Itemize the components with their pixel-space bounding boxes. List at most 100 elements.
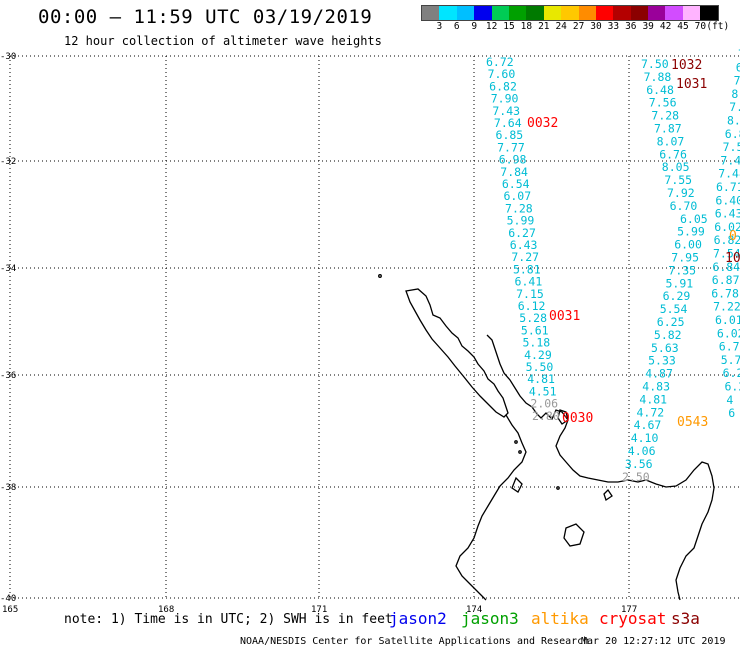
wave-height-value: 3.56	[625, 457, 653, 471]
color-scale-label: 3	[436, 21, 443, 32]
new-zealand-coastline	[378, 274, 715, 601]
wave-height-value: 7.43	[720, 153, 740, 167]
great-barrier-island	[557, 409, 569, 425]
wave-height-value: 6.82	[714, 233, 740, 247]
color-swatch	[648, 6, 666, 20]
wave-height-value: 5.99	[677, 225, 705, 239]
wave-height-value: 6.98	[499, 153, 527, 167]
wave-height-value: 6.76	[659, 147, 687, 161]
wave-height-value: 6.02	[714, 220, 740, 234]
color-scale-label: 27	[572, 21, 585, 32]
wave-height-value: 2.50	[622, 470, 650, 484]
longitude-label: 177	[621, 605, 637, 615]
longitude-label: 165	[2, 605, 18, 615]
wave-height-value: 5.81	[513, 262, 541, 276]
wave-height-value: 7.43	[492, 104, 520, 118]
pass-time-label: 1032	[671, 58, 702, 73]
wave-height-value: 4.87	[645, 367, 673, 381]
wave-height-value: 7.50	[641, 57, 669, 71]
west-coast	[455, 414, 527, 601]
wave-height-value: 5.18	[522, 336, 550, 350]
wave-height-value: 4	[726, 393, 733, 407]
color-scale-label: 39	[642, 21, 654, 32]
color-scale-label: 36	[625, 21, 637, 32]
color-scale-label: 45	[677, 21, 689, 32]
color-scale-label: (ft)	[706, 21, 730, 32]
color-scale-label: 12	[485, 21, 498, 32]
longitude-label: 174	[466, 605, 482, 615]
northland-coast	[405, 288, 509, 418]
wave-height-value: 7.54	[713, 247, 740, 261]
color-scale-label: 15	[503, 21, 515, 32]
wave-height-value: 7.56	[649, 96, 677, 110]
latitude-label: -30	[0, 52, 16, 62]
legend-item-jason2: jason2	[389, 609, 447, 628]
wave-height-value: 7.77	[497, 140, 525, 154]
wave-height-value: 7	[734, 74, 740, 88]
color-scale-label: 30	[590, 21, 602, 32]
wave-height-value: 6.12	[518, 299, 546, 313]
color-scale-label: 21	[538, 21, 550, 32]
wave-height-value: 6.	[736, 60, 740, 74]
wave-height-value: 6.29	[663, 289, 691, 303]
pass-time-label: 0	[729, 229, 737, 244]
wave-height-value: 6.85	[496, 128, 524, 142]
wave-height-value: 5.54	[660, 302, 688, 316]
color-scale-label: 18	[520, 21, 533, 32]
legend-item-cryosat: cryosat	[599, 609, 667, 628]
wave-height-value: 8.05	[662, 160, 690, 174]
wave-height-value: 6.00	[674, 238, 702, 252]
latitude-label: -36	[0, 371, 16, 381]
latitude-label: -32	[0, 157, 16, 167]
wave-height-value: 7.15	[516, 287, 544, 301]
color-swatch	[526, 6, 544, 20]
wave-height-value: 6.70	[670, 199, 698, 213]
wave-height-value: 6.2	[725, 380, 740, 394]
auckland-coast	[486, 334, 647, 483]
wave-height-value: 6.43	[715, 207, 740, 221]
wave-height-value: 6	[728, 406, 735, 420]
wave-height-value: 7.90	[491, 92, 519, 106]
color-swatch	[682, 6, 701, 20]
wave-height-value: 2.06	[530, 397, 558, 411]
wave-height-value: 5.61	[521, 323, 549, 337]
east-coast	[645, 461, 715, 601]
wave-height-value: 7.87	[654, 122, 682, 136]
wave-height-value: 6.05	[680, 212, 708, 226]
color-swatch	[613, 6, 631, 20]
map-gridlines	[9, 55, 740, 600]
longitude-label: 171	[311, 605, 327, 615]
wave-height-value: 4.83	[642, 380, 670, 394]
wave-height-value: 6.72	[486, 55, 514, 69]
map-title: 00:00 – 11:59 UTC 03/19/2019	[38, 6, 373, 28]
wave-height-value: 7.55	[664, 173, 692, 187]
wave-height-value: 6.74	[719, 340, 740, 354]
wave-height-value: 7.84	[500, 165, 528, 179]
latitude-label: -38	[0, 483, 16, 493]
pass-time-label: 0032	[527, 116, 558, 131]
color-scale-label: 9	[471, 21, 478, 32]
wave-height-value: 6.87	[712, 273, 740, 287]
wave-height-value: 7.57	[723, 140, 740, 154]
wave-height-value: 6.71	[716, 180, 740, 194]
pass-time-label: 1031	[676, 77, 707, 92]
wave-height-value: 2.80	[532, 409, 560, 423]
wave-height-value: 7.92	[667, 186, 695, 200]
wave-height-value: 5.33	[648, 354, 676, 368]
wave-height-value: 7.35	[668, 263, 696, 277]
color-swatch	[474, 6, 492, 20]
color-scale-bar	[421, 5, 719, 21]
legend-item-altika: altika	[531, 609, 589, 628]
color-swatch	[630, 6, 649, 20]
wave-height-value: 4.81	[639, 392, 667, 406]
wave-height-value: 6.25	[657, 315, 685, 329]
footer-credit: NOAA/NESDIS Center for Satellite Applica…	[240, 636, 590, 647]
wave-height-value: 7.27	[511, 250, 539, 264]
pass-time-label: 0543	[677, 415, 708, 430]
wave-height-value: 8.07	[657, 134, 685, 148]
white-island	[603, 488, 613, 502]
wave-height-value: 7.64	[494, 116, 522, 130]
coromandel-inlet	[511, 476, 523, 493]
latitude-label: -34	[0, 264, 16, 274]
